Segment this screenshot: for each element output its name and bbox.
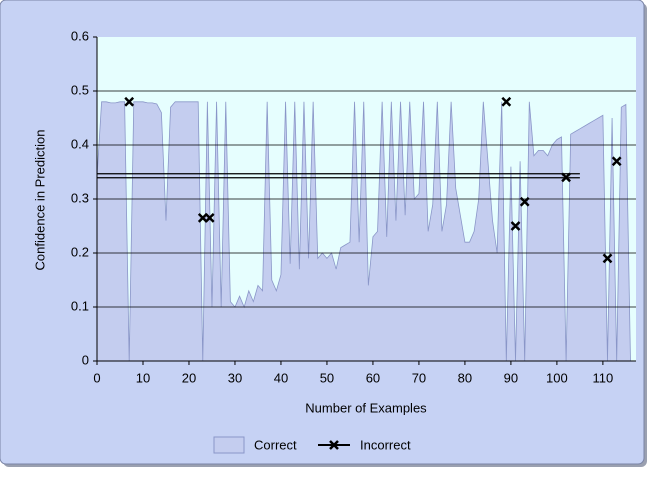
y-tick-label: 0.5 (71, 82, 89, 97)
legend-label: Correct (254, 437, 297, 452)
x-axis-label: Number of Examples (305, 400, 427, 415)
area (96, 101, 631, 362)
x-tick-label: 0 (93, 370, 100, 385)
marker (611, 156, 622, 167)
marker (561, 172, 571, 183)
x-tick-label: 60 (366, 370, 380, 385)
y-tick-label: 0.3 (71, 190, 89, 205)
marker (204, 213, 215, 223)
y-tick-label: 0.6 (71, 28, 89, 43)
marker (602, 253, 613, 264)
y-axis-label: Confidence in Prediction (32, 130, 47, 271)
marker (519, 196, 530, 207)
x-tick-label: 50 (320, 370, 334, 385)
y-tick-label: 0.1 (71, 298, 89, 313)
x-tick-label: 80 (458, 370, 472, 385)
y-tick-label: 0.4 (71, 136, 89, 151)
x-tick-label: 40 (274, 370, 288, 385)
y-tick-label: 0.2 (71, 244, 89, 259)
x-tick-label: 110 (593, 370, 614, 385)
x-tick-label: 30 (228, 370, 242, 385)
marker (124, 96, 135, 107)
x-tick-label: 90 (504, 370, 518, 385)
x-tick-label: 10 (136, 370, 150, 385)
legend-label: Incorrect (360, 437, 411, 452)
marker (501, 96, 512, 107)
x-tick-label: 100 (546, 370, 568, 385)
x-tick-label: 70 (412, 370, 426, 385)
marker (510, 221, 521, 231)
x-tick-label: 20 (182, 370, 196, 385)
y-tick-label: 0 (82, 352, 89, 367)
legend-swatch (213, 436, 245, 454)
legend-marker (329, 440, 339, 450)
